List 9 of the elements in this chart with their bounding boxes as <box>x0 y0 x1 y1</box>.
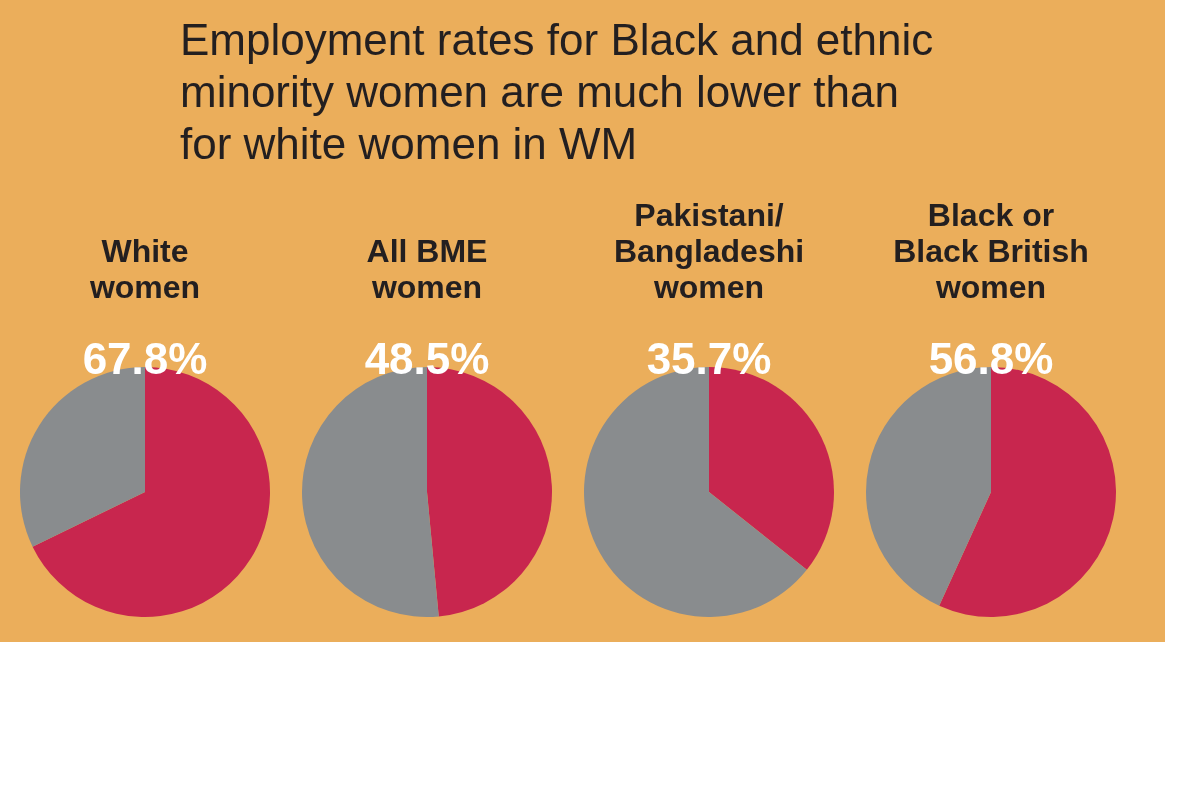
chart-title: Black or Black British women <box>893 197 1089 305</box>
chart-title: Pakistani/ Bangladeshi women <box>613 197 805 305</box>
text: Employment rates for Black and ethnic minority women are much lower than for white women in WM <box>180 15 934 168</box>
data-label: 67.8% <box>82 334 208 383</box>
data-label: 56.8% <box>928 334 1054 383</box>
data-label: 35.7% <box>646 334 772 383</box>
chart-title: White women <box>88 233 201 305</box>
data-label: 48.5% <box>364 334 490 383</box>
chart-title: All BME women <box>366 233 488 305</box>
